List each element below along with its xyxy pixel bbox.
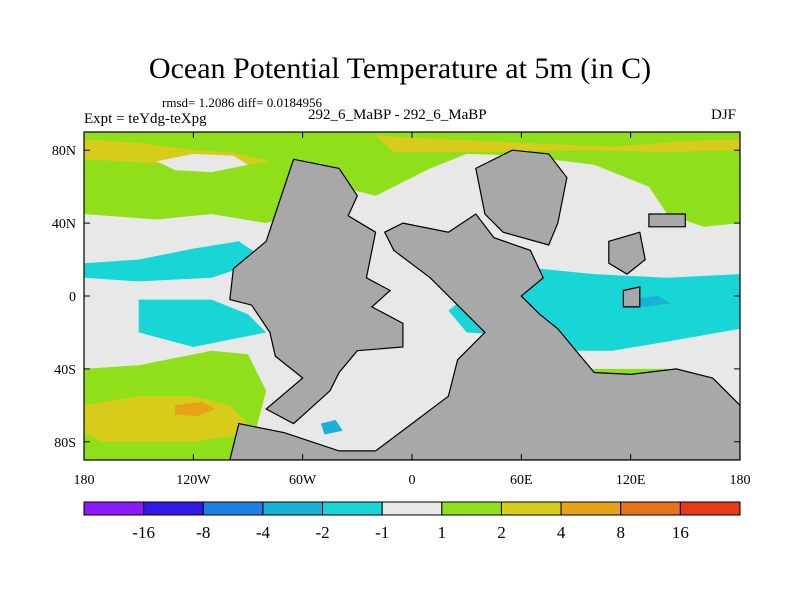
- colorbar-label: -16: [132, 523, 155, 542]
- colorbar-label: -2: [315, 523, 329, 542]
- colorbar-swatch: [202, 501, 264, 516]
- colorbar-swatch: [560, 501, 622, 516]
- colorbar-label: 16: [672, 523, 689, 542]
- colorbar-swatch: [381, 501, 443, 516]
- region-patagonia-cold: [320, 419, 343, 435]
- land-maritime-islands: [622, 286, 641, 308]
- land-layer: [229, 149, 740, 460]
- region-east-pacific-cold: [138, 299, 267, 347]
- colorbar-swatch: [83, 501, 145, 516]
- runs-label: 292_6_MaBP - 292_6_MaBP: [308, 107, 487, 123]
- stats-label: rmsd= 1.2086 diff= 0.0184956: [162, 95, 322, 110]
- colorbar: -16 -8 -4 -2 -1 1 2 4 8 16: [83, 501, 741, 542]
- region-north-central-gap: [156, 153, 248, 173]
- colorbar-swatch: [500, 501, 562, 516]
- region-south-pacific-band: [84, 396, 258, 442]
- y-tick-label: 0: [69, 290, 76, 305]
- colorbar-label: 2: [497, 523, 506, 542]
- x-tick-label: 120E: [616, 473, 646, 488]
- colorbar-label: 8: [616, 523, 625, 542]
- x-tick-label: 180: [730, 473, 751, 488]
- region-central-pacific-cold: [84, 241, 267, 282]
- colorbar-swatch: [322, 501, 383, 516]
- region-arctic-warm: [339, 132, 740, 227]
- land-americas: [229, 158, 404, 425]
- region-eurasia-north-band: [375, 135, 740, 152]
- colorbar-label: 1: [438, 523, 447, 542]
- y-tick-label: 80S: [54, 436, 76, 451]
- x-tick-label: 60E: [510, 473, 533, 488]
- colorbar-label: -1: [375, 523, 389, 542]
- colorbar-swatch: [679, 501, 741, 516]
- region-south-pacific-core: [175, 401, 216, 417]
- land-japan: [648, 213, 686, 228]
- land-africa-antarctica: [229, 213, 740, 460]
- colorbar-label: -4: [256, 523, 271, 542]
- x-tick-label: 120W: [176, 473, 211, 488]
- land-east-asia: [608, 231, 646, 275]
- chart-title: Ocean Potential Temperature at 5m (in C): [148, 52, 652, 85]
- x-tick-label: 180: [74, 473, 95, 488]
- colorbar-swatch: [262, 501, 324, 516]
- y-tick-label: 80N: [52, 144, 76, 159]
- colorbar-swatch: [143, 501, 204, 516]
- experiment-label: Expt = teYdg-teXpg: [84, 111, 207, 127]
- y-tick-label: 40N: [52, 217, 76, 232]
- colorbar-swatch: [620, 501, 681, 516]
- x-tick-label: 0: [409, 473, 416, 488]
- colorbar-swatch: [441, 501, 502, 516]
- colorbar-label: -8: [196, 523, 210, 542]
- land-eurasia: [475, 149, 568, 246]
- y-tick-label: 40S: [54, 363, 76, 378]
- x-tick-label: 60W: [289, 473, 317, 488]
- tick-layer: 180 120W 60W 0 60E 120E 180 80N 40N 0 40S 80S: [52, 132, 751, 488]
- season-label: DJF: [711, 107, 737, 123]
- colorbar-label: 4: [557, 523, 566, 542]
